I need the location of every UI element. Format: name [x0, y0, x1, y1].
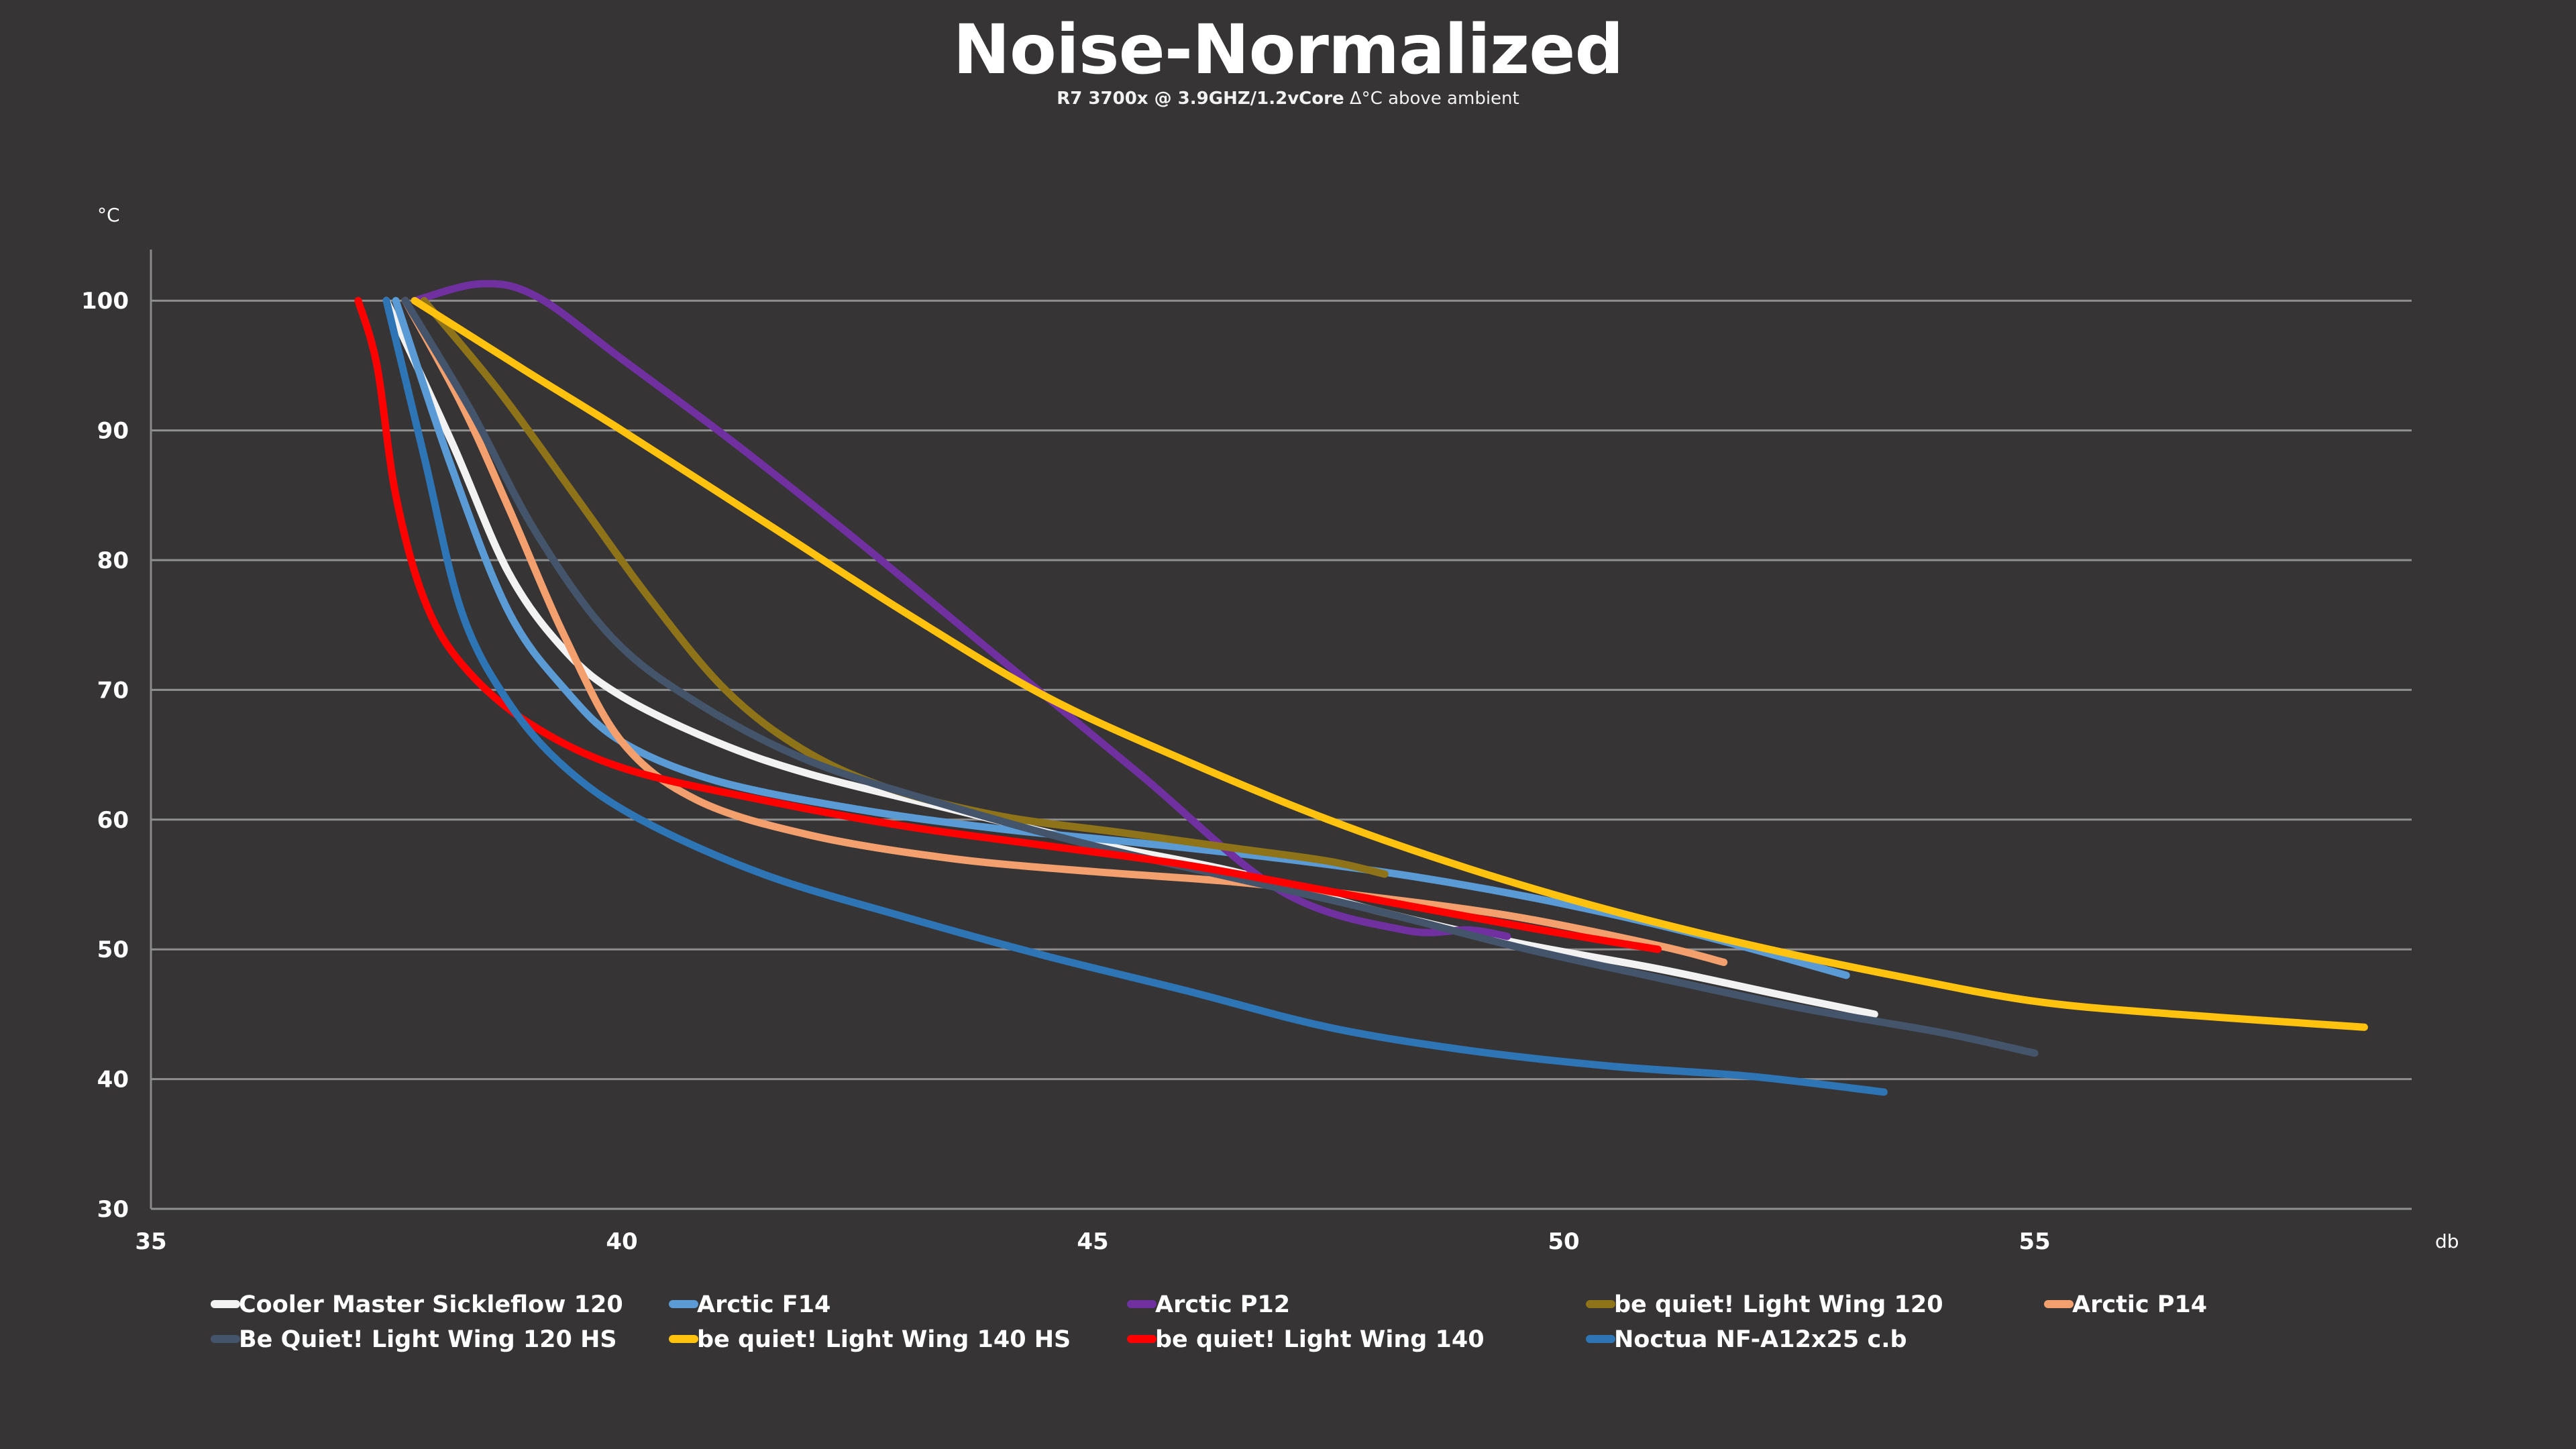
y-tick-label: 50 — [97, 936, 129, 963]
y-axis-unit-label: °C — [97, 204, 120, 226]
x-tick-label: 35 — [135, 1228, 166, 1255]
y-tick-label: 100 — [81, 288, 129, 315]
x-tick-label: 50 — [1548, 1228, 1579, 1255]
x-axis-ticks: 35 40 45 50 55 — [135, 1228, 2050, 1255]
y-tick-label: 90 — [97, 418, 129, 445]
x-axis-unit-label: db — [2435, 1230, 2459, 1252]
series-line-3 — [411, 280, 1511, 941]
series-line-5 — [401, 297, 1728, 966]
chart-subtitle: R7 3700x @ 3.9GHZ/1.2vCore Δ°C above amb… — [0, 87, 2576, 110]
legend-label: be quiet! Light Wing 140 HS — [697, 1326, 1071, 1353]
x-tick-label: 55 — [2019, 1228, 2050, 1255]
grid-lines — [151, 299, 2412, 1210]
series-line-1 — [382, 297, 1878, 1018]
series-line-4 — [420, 297, 1389, 878]
legend-label: Arctic P14 — [2072, 1291, 2207, 1318]
y-tick-label: 30 — [97, 1196, 129, 1223]
chart-subtitle-metric: Δ°C above ambient — [1349, 89, 1519, 109]
legend-label: Noctua NF-A12x25 c.b — [1614, 1326, 1907, 1353]
legend-label: Be Quiet! Light Wing 120 HS — [239, 1326, 617, 1353]
x-tick-label: 40 — [606, 1228, 637, 1255]
y-tick-label: 80 — [97, 547, 129, 574]
legend-label: Arctic F14 — [697, 1291, 830, 1318]
x-tick-label: 45 — [1077, 1228, 1108, 1255]
series-line-2 — [392, 297, 1850, 979]
legend-label: Arctic P12 — [1155, 1291, 1290, 1318]
legend-label: be quiet! Light Wing 140 — [1155, 1326, 1485, 1353]
chart-title: Noise-Normalized — [953, 10, 1624, 90]
series-line-8 — [354, 297, 1662, 953]
chart-subtitle-system: R7 3700x @ 3.9GHZ/1.2vCore — [1057, 89, 1344, 109]
series-lines — [354, 280, 2368, 1096]
y-tick-label: 70 — [97, 677, 129, 704]
legend: Cooler Master Sickleflow 120 Arctic F14 Ar… — [211, 1291, 2207, 1353]
legend-label: Cooler Master Sickleflow 120 — [239, 1291, 623, 1318]
y-axis-ticks: 30 40 50 60 70 80 90 100 — [81, 288, 129, 1223]
legend-label: be quiet! Light Wing 120 — [1614, 1291, 1943, 1318]
series-line-6 — [401, 297, 2039, 1057]
series-line-9 — [382, 297, 1888, 1096]
y-tick-label: 60 — [97, 807, 129, 834]
series-line-7 — [411, 297, 2368, 1031]
y-tick-label: 40 — [97, 1067, 129, 1093]
